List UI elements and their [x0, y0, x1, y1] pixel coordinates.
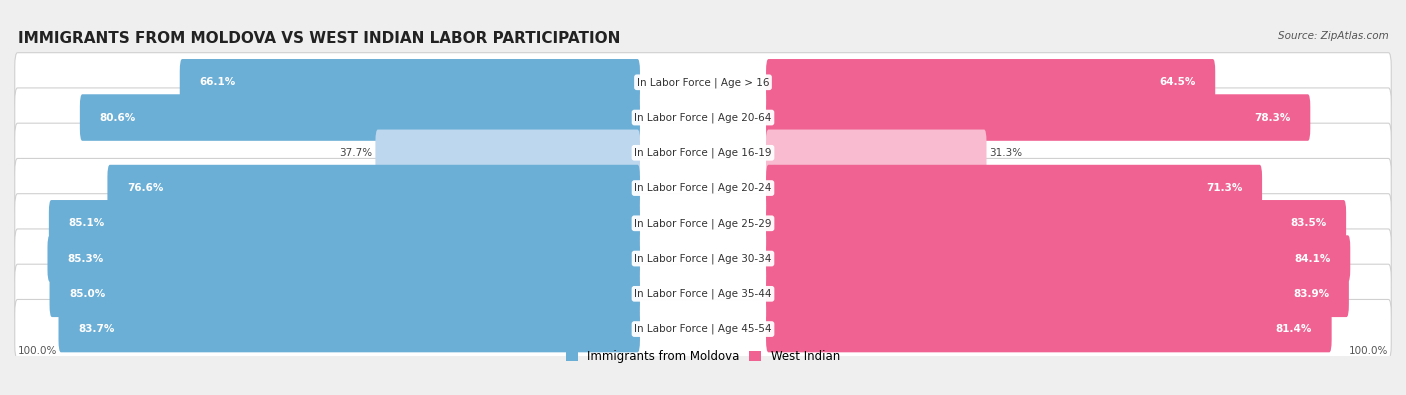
Text: Source: ZipAtlas.com: Source: ZipAtlas.com	[1278, 31, 1389, 41]
Text: 71.3%: 71.3%	[1206, 183, 1243, 193]
Text: 85.0%: 85.0%	[69, 289, 105, 299]
Text: 80.6%: 80.6%	[100, 113, 136, 122]
FancyBboxPatch shape	[766, 306, 1331, 352]
FancyBboxPatch shape	[59, 306, 640, 352]
FancyBboxPatch shape	[14, 194, 1392, 253]
Text: 83.5%: 83.5%	[1291, 218, 1326, 228]
FancyBboxPatch shape	[766, 165, 1263, 211]
FancyBboxPatch shape	[766, 271, 1348, 317]
FancyBboxPatch shape	[14, 299, 1392, 359]
Text: 84.1%: 84.1%	[1295, 254, 1330, 263]
FancyBboxPatch shape	[14, 88, 1392, 147]
Text: 64.5%: 64.5%	[1159, 77, 1195, 87]
Text: 81.4%: 81.4%	[1275, 324, 1312, 334]
Text: In Labor Force | Age 35-44: In Labor Force | Age 35-44	[634, 289, 772, 299]
Text: 83.7%: 83.7%	[79, 324, 114, 334]
FancyBboxPatch shape	[766, 130, 987, 176]
FancyBboxPatch shape	[80, 94, 640, 141]
Legend: Immigrants from Moldova, West Indian: Immigrants from Moldova, West Indian	[567, 350, 839, 363]
Text: In Labor Force | Age 45-54: In Labor Force | Age 45-54	[634, 324, 772, 334]
FancyBboxPatch shape	[49, 200, 640, 246]
FancyBboxPatch shape	[48, 235, 640, 282]
Text: In Labor Force | Age 20-64: In Labor Force | Age 20-64	[634, 112, 772, 123]
Text: 66.1%: 66.1%	[200, 77, 236, 87]
Text: 76.6%: 76.6%	[127, 183, 163, 193]
FancyBboxPatch shape	[14, 158, 1392, 218]
FancyBboxPatch shape	[180, 59, 640, 105]
FancyBboxPatch shape	[766, 235, 1350, 282]
Text: In Labor Force | Age 20-24: In Labor Force | Age 20-24	[634, 183, 772, 193]
FancyBboxPatch shape	[766, 59, 1215, 105]
Text: 83.9%: 83.9%	[1294, 289, 1329, 299]
Text: 100.0%: 100.0%	[17, 346, 56, 356]
Text: 100.0%: 100.0%	[1350, 346, 1389, 356]
FancyBboxPatch shape	[766, 200, 1346, 246]
FancyBboxPatch shape	[375, 130, 640, 176]
Text: IMMIGRANTS FROM MOLDOVA VS WEST INDIAN LABOR PARTICIPATION: IMMIGRANTS FROM MOLDOVA VS WEST INDIAN L…	[17, 31, 620, 46]
FancyBboxPatch shape	[14, 264, 1392, 324]
Text: 85.3%: 85.3%	[67, 254, 104, 263]
FancyBboxPatch shape	[14, 123, 1392, 182]
FancyBboxPatch shape	[14, 229, 1392, 288]
Text: 78.3%: 78.3%	[1254, 113, 1291, 122]
FancyBboxPatch shape	[766, 94, 1310, 141]
FancyBboxPatch shape	[49, 271, 640, 317]
Text: 37.7%: 37.7%	[339, 148, 373, 158]
Text: In Labor Force | Age 16-19: In Labor Force | Age 16-19	[634, 148, 772, 158]
Text: 85.1%: 85.1%	[69, 218, 104, 228]
Text: In Labor Force | Age 25-29: In Labor Force | Age 25-29	[634, 218, 772, 229]
FancyBboxPatch shape	[107, 165, 640, 211]
Text: In Labor Force | Age > 16: In Labor Force | Age > 16	[637, 77, 769, 88]
Text: In Labor Force | Age 30-34: In Labor Force | Age 30-34	[634, 253, 772, 264]
FancyBboxPatch shape	[14, 53, 1392, 112]
Text: 31.3%: 31.3%	[990, 148, 1022, 158]
